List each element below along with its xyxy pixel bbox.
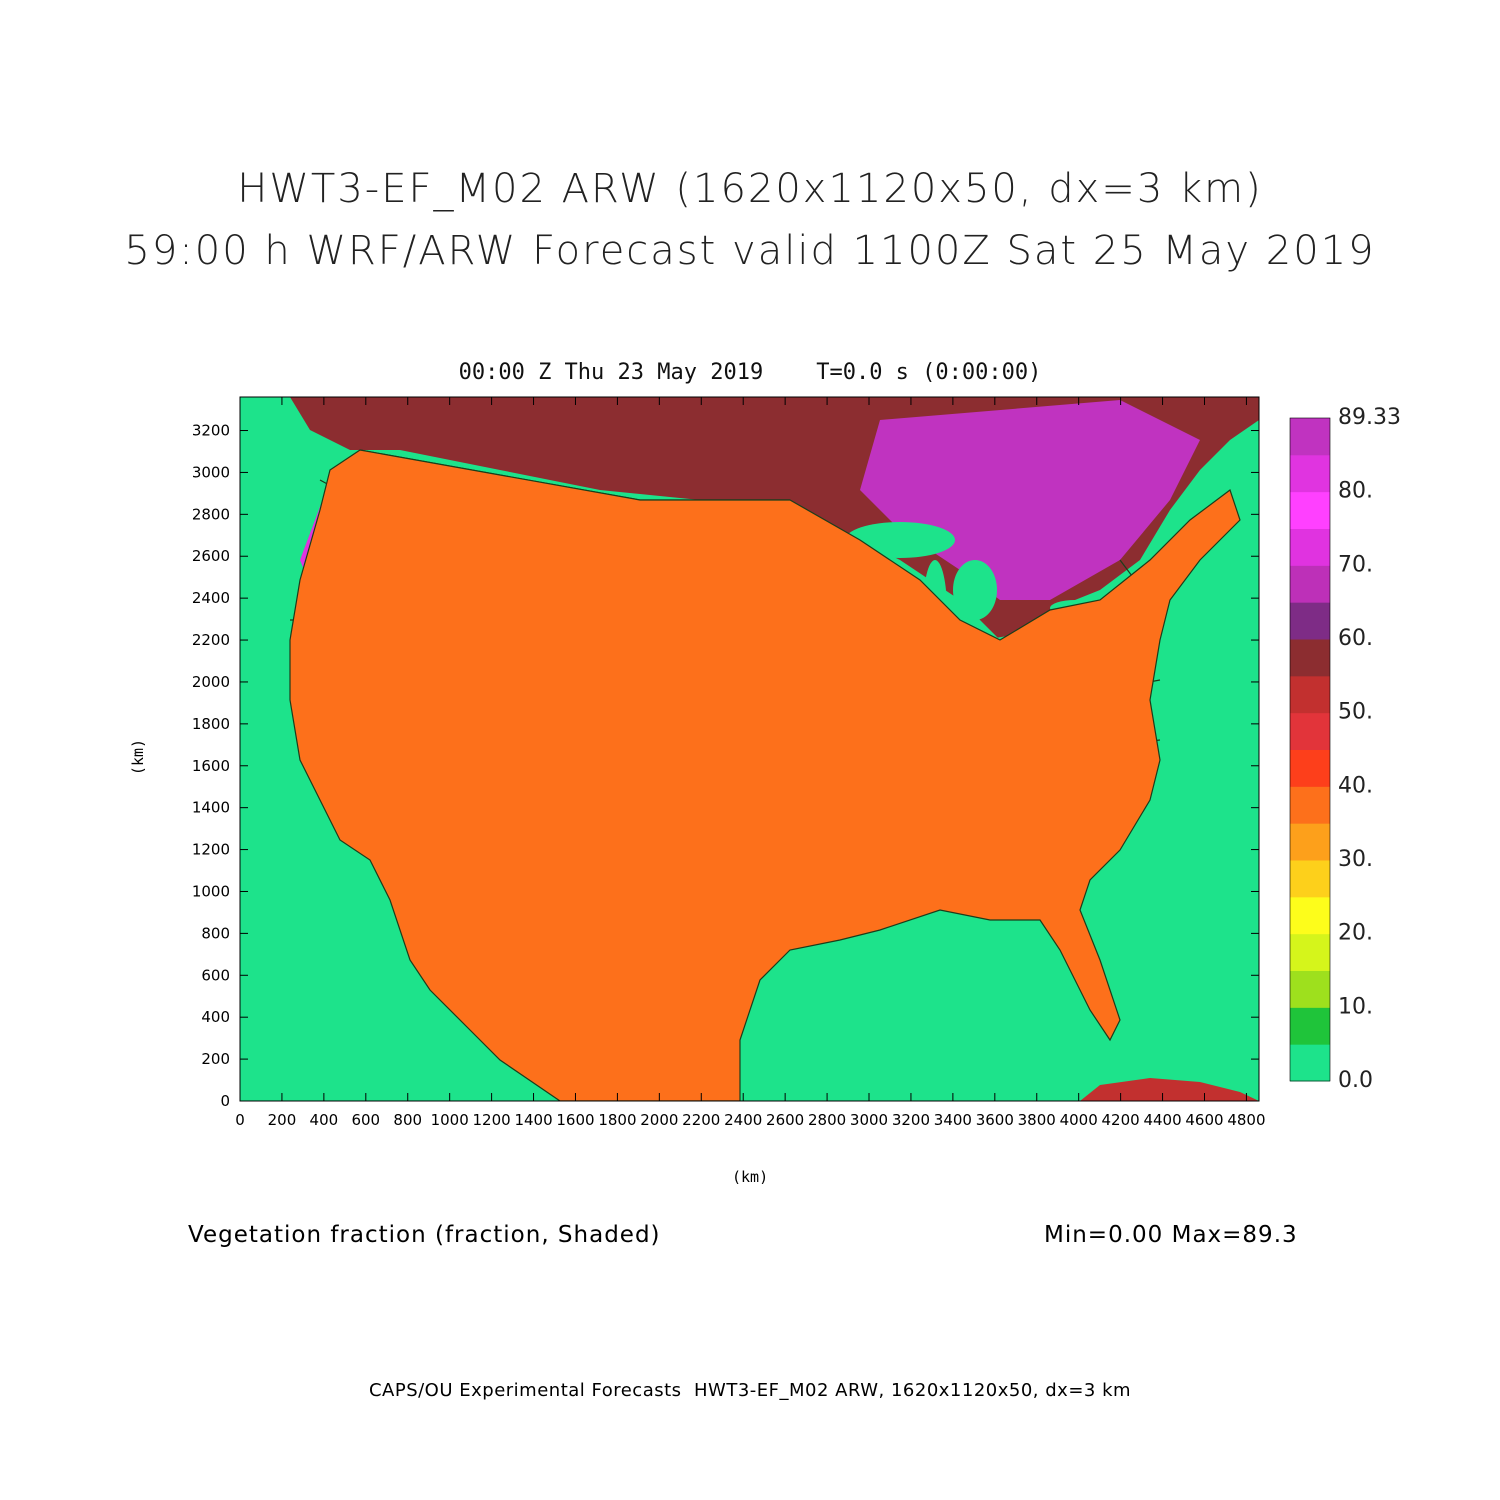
x-tick-label: 4800 (1227, 1111, 1265, 1129)
y-tick-label: 2400 (192, 589, 230, 607)
x-axis: 0 200 400 600 800 1000 1200 1400 1600 1800 2000 220… (235, 397, 1266, 1129)
map-area (240, 397, 1259, 1101)
plot-frame (239, 396, 1260, 1102)
y-tick-label: 3200 (192, 422, 230, 440)
colorbar-label: 30. (1338, 847, 1373, 872)
field-description: Vegetation fraction (fraction, Shaded) (188, 1222, 661, 1248)
x-tick-label: 2200 (682, 1111, 720, 1129)
title-line-2: 59:00 h WRF/ARW Forecast valid 1100Z Sat… (124, 228, 1376, 274)
colorbar-swatch (1290, 933, 1330, 971)
title-line-1: HWT3-EF_M02 ARW (1620x1120x50, dx=3 km) (237, 166, 1263, 212)
x-tick-label: 600 (351, 1111, 380, 1129)
colorbar-label: 40. (1338, 773, 1373, 798)
y-tick-label: 2800 (192, 505, 230, 523)
x-tick-label: 0 (235, 1111, 245, 1129)
colorbar-swatch (1290, 1007, 1330, 1045)
colorbar-swatch (1290, 749, 1330, 787)
colorbar-label: 80. (1338, 479, 1373, 504)
cuba (1080, 1078, 1259, 1101)
colorbar-swatch (1290, 602, 1330, 640)
x-tick-label: 400 (310, 1111, 339, 1129)
colorbar-swatch (1290, 639, 1330, 677)
y-tick-label: 1400 (192, 799, 230, 817)
colorbar: 0.0 10. 20. 30. 40. 50. 60. 70. 80. 89.33 (1289, 405, 1401, 1093)
colorbar-label: 0.0 (1338, 1068, 1373, 1093)
x-tick-label: 3400 (934, 1111, 972, 1129)
colorbar-swatch (1290, 491, 1330, 529)
colorbar-label: 10. (1338, 994, 1373, 1019)
x-tick-label: 1600 (556, 1111, 594, 1129)
colorbar-swatch (1290, 970, 1330, 1008)
colorbar-swatch (1290, 565, 1330, 603)
colorbar-swatch (1290, 786, 1330, 824)
x-tick-label: 2800 (808, 1111, 846, 1129)
y-tick-label: 2000 (192, 673, 230, 691)
y-axis: 0 200 400 600 800 1000 1200 1400 1600 1800 2000 220… (192, 422, 1259, 1110)
colorbar-swatch (1290, 896, 1330, 935)
colorbar-label: 20. (1338, 921, 1373, 946)
x-tick-label: 4200 (1102, 1111, 1140, 1129)
colorbar-label: 60. (1338, 626, 1373, 651)
x-tick-label: 1200 (473, 1111, 511, 1129)
y-tick-label: 1800 (192, 715, 230, 733)
x-tick-label: 1800 (598, 1111, 636, 1129)
x-tick-label: 4000 (1060, 1111, 1098, 1129)
colorbar-swatch (1290, 528, 1330, 566)
y-tick-label: 600 (201, 966, 230, 984)
colorbar-label: 89.33 (1338, 405, 1401, 430)
colorbar-swatch (1290, 823, 1330, 861)
x-axis-label: (km) (732, 1168, 769, 1186)
x-tick-label: 2400 (724, 1111, 762, 1129)
colorbar-swatch (1290, 675, 1330, 714)
min-max-readout: Min=0.00 Max=89.3 (1044, 1222, 1298, 1248)
x-tick-label: 2000 (640, 1111, 678, 1129)
valid-time-subtitle: 00:00 Z Thu 23 May 2019 T=0.0 s (0:00:00… (458, 360, 1042, 385)
x-tick-label: 800 (393, 1111, 422, 1129)
x-tick-label: 3800 (1018, 1111, 1056, 1129)
y-tick-label: 800 (201, 924, 230, 942)
y-tick-label: 2600 (192, 547, 230, 565)
y-tick-label: 1000 (192, 882, 230, 900)
colorbar-swatch (1290, 712, 1330, 750)
lake-huron (953, 560, 997, 620)
x-tick-label: 4400 (1143, 1111, 1181, 1129)
footer-credit: CAPS/OU Experimental Forecasts HWT3-EF_M… (368, 1380, 1132, 1401)
colorbar-swatch (1290, 860, 1330, 898)
colorbar-swatch (1290, 418, 1330, 456)
y-tick-label: 200 (201, 1050, 230, 1068)
x-tick-label: 4600 (1185, 1111, 1223, 1129)
x-tick-label: 3200 (892, 1111, 930, 1129)
y-tick-label: 1600 (192, 757, 230, 775)
y-tick-label: 400 (201, 1008, 230, 1026)
colorbar-swatch (1290, 454, 1330, 493)
colorbar-label: 70. (1338, 552, 1373, 577)
y-tick-label: 1200 (192, 841, 230, 859)
x-tick-label: 3600 (976, 1111, 1014, 1129)
y-axis-label: (km) (129, 738, 148, 776)
x-tick-label: 3000 (850, 1111, 888, 1129)
x-tick-label: 1400 (514, 1111, 552, 1129)
x-tick-label: 200 (268, 1111, 297, 1129)
colorbar-swatch (1290, 1044, 1330, 1082)
x-tick-label: 1000 (431, 1111, 469, 1129)
colorbar-label: 50. (1338, 700, 1373, 725)
colorbar-frame (1289, 417, 1331, 1082)
y-tick-label: 2200 (192, 631, 230, 649)
y-tick-label: 0 (220, 1092, 230, 1110)
x-tick-label: 2600 (766, 1111, 804, 1129)
y-tick-label: 3000 (192, 463, 230, 481)
